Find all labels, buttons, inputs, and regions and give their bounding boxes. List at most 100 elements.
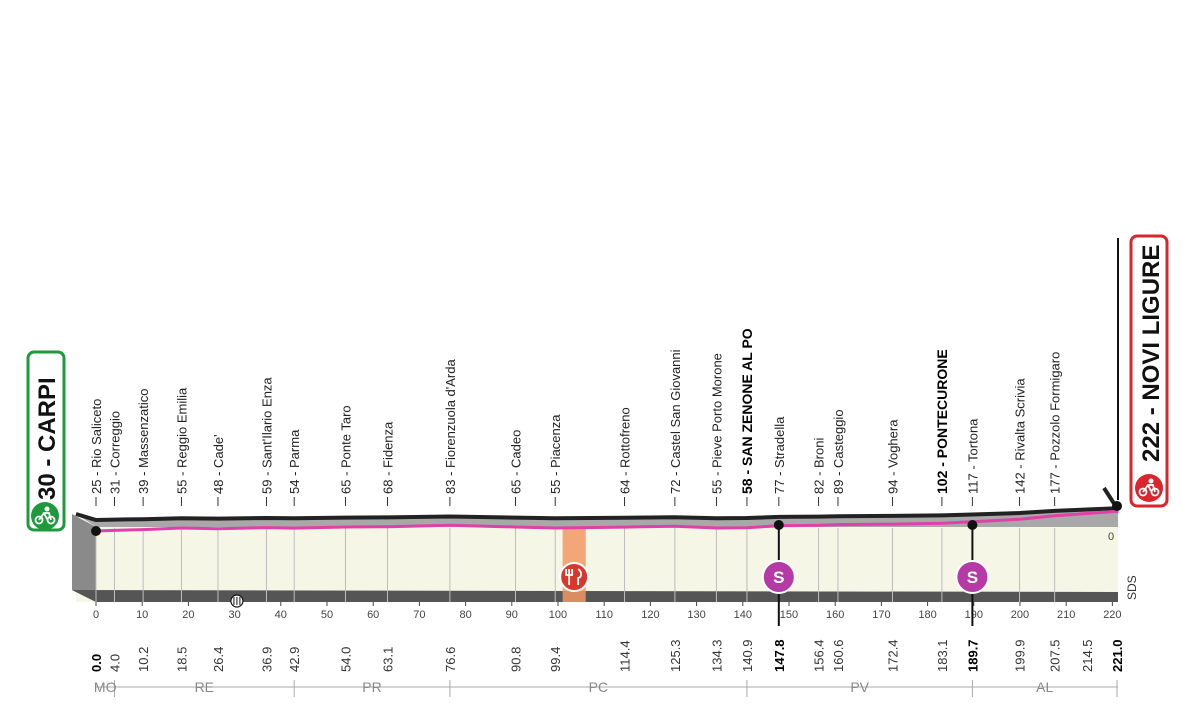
axis-tick-label: 90 [506, 609, 518, 621]
axis-tick-label: 200 [1011, 609, 1029, 621]
profile-base-layer [72, 514, 1118, 602]
axis-tick-label: 160 [826, 609, 844, 621]
place-label: 177 - Pozzolo Formigaro [1048, 352, 1063, 494]
place-label: 89 - Casteggio [831, 409, 846, 494]
place-label: 77 - Stradella [772, 416, 787, 494]
place-label: 102 - PONTECURONE [934, 349, 950, 494]
cyclist-icon [1138, 478, 1160, 497]
province-label: PR [362, 679, 381, 695]
axis-tick-label: 130 [687, 609, 705, 621]
axis-tick-label: 140 [734, 609, 752, 621]
axis-tick-label: 70 [413, 609, 425, 621]
distance-label: 147.8 [772, 639, 787, 672]
finish-sign: 222 - NOVI LIGURE [1117, 234, 1169, 508]
axis-tick-label: 100 [549, 609, 567, 621]
terrain-ridge [75, 486, 1121, 523]
distance-labels: 0.0 4.0 10.2 18.5 26.4 36.9 42.9 54.0 63.1 76.6 90… [89, 639, 1125, 672]
axis-tick-label: 210 [1057, 609, 1075, 621]
distance-label: 207.5 [1048, 639, 1063, 672]
distance-label: 183.1 [935, 639, 950, 672]
profile-base [76, 527, 1118, 602]
distance-label: 140.9 [740, 639, 755, 672]
axis-tick-label: 220 [1103, 609, 1121, 621]
place-label: 65 - Cadeo [509, 430, 524, 494]
start-sign-frame [26, 350, 66, 532]
distance-label: 0.0 [89, 654, 104, 672]
altitude-zero-mark: 0 [1108, 531, 1114, 543]
sprint-point [773, 520, 784, 530]
distance-label: 63.1 [381, 647, 396, 672]
axis-tick-label: 170 [872, 609, 890, 621]
axis-tick-label: 20 [182, 609, 194, 621]
finish-label: 222 - NOVI LIGURE [1138, 245, 1165, 462]
place-label: 117 - Tortona [965, 418, 980, 494]
place-label: 25 - Rio Saliceto [89, 399, 104, 494]
province-label: PV [850, 679, 869, 695]
place-label: 83 - Fiorenzuola d'Arda [443, 359, 458, 494]
distance-label: 42.9 [287, 647, 302, 672]
start-sign: 30 - CARPI [26, 350, 66, 532]
place-label: 54 - Parma [287, 429, 302, 494]
place-label: 94 - Voghera [886, 419, 901, 494]
province-label: AL [1036, 679, 1053, 695]
start-point [91, 526, 101, 536]
distance-label: 221.0 [1110, 639, 1125, 672]
profile-side [72, 514, 96, 602]
distance-label: 90.8 [509, 647, 524, 672]
distance-label: 189.7 [965, 639, 980, 672]
finish-sign-frame [1129, 234, 1169, 508]
route-line [95, 506, 1119, 533]
terrain-layer [75, 486, 1121, 533]
distance-label: 26.4 [211, 647, 226, 672]
place-label: 55 - Piacenza [548, 414, 563, 494]
distance-label: 172.4 [886, 639, 901, 672]
place-label: 55 - Pieve Porto Morone [710, 353, 725, 494]
axis-tick-label: 10 [136, 609, 148, 621]
province-bar: MO RE PR PC PV AL [94, 679, 1118, 697]
distance-label: 214.5 [1080, 639, 1095, 672]
axis-tick-label: 80 [459, 609, 471, 621]
place-label: 142 - Rivalta Scrivia [1013, 378, 1028, 494]
axis-tick-label: 0 [93, 609, 99, 621]
place-label: 58 - SAN ZENONE AL PO [739, 328, 755, 494]
distance-label: 76.6 [443, 647, 458, 672]
level-crossing-bars [233, 597, 241, 605]
sprint-icon [955, 560, 990, 594]
place-label: 64 - Rottofreno [618, 407, 633, 494]
sprint-symbol: S [967, 568, 978, 587]
distance-label: 54.0 [339, 647, 354, 672]
place-label: 68 - Fidenza [381, 421, 396, 494]
place-label: 59 - Sant'Ilario Enza [260, 377, 275, 494]
distance-label: 134.3 [710, 639, 725, 672]
province-label: RE [195, 679, 214, 695]
place-label: 72 - Castel San Giovanni [668, 349, 683, 494]
place-label: 39 - Massenzatico [136, 389, 151, 495]
province-label: MO [94, 679, 117, 695]
sprint-symbol: S [773, 568, 784, 587]
distance-label: 160.6 [831, 639, 846, 672]
axis-tick-label: 40 [275, 609, 287, 621]
axis-tick-label: 120 [641, 609, 659, 621]
axis-tick-label: 50 [321, 609, 333, 621]
distance-label: 4.0 [108, 654, 123, 672]
cyclist-icon [34, 506, 56, 525]
start-label: 30 - CARPI [34, 377, 61, 500]
distance-label: 199.9 [1013, 639, 1028, 672]
axis-tick-label: 30 [228, 609, 240, 621]
province-label: PC [589, 679, 608, 695]
place-label: 48 - Cade' [211, 434, 226, 494]
axis-tick-label: 190 [965, 609, 983, 621]
distance-axis: 0 10 20 30 40 50 60 70 80 90 100 110 120 130 140 150 160… [93, 602, 1122, 621]
place-label: 31 - Correggio [108, 411, 123, 494]
sds-label: SDS [1125, 575, 1139, 600]
distance-label: 36.9 [260, 647, 275, 672]
sprint-icon [761, 560, 796, 594]
distance-label: 114.4 [618, 640, 633, 672]
place-label: 65 - Ponte Taro [339, 405, 354, 494]
feed-zone-icon [559, 562, 590, 592]
distance-label: 10.2 [136, 647, 151, 672]
axis-tick-label: 180 [918, 609, 936, 621]
sprint-point [967, 520, 978, 530]
